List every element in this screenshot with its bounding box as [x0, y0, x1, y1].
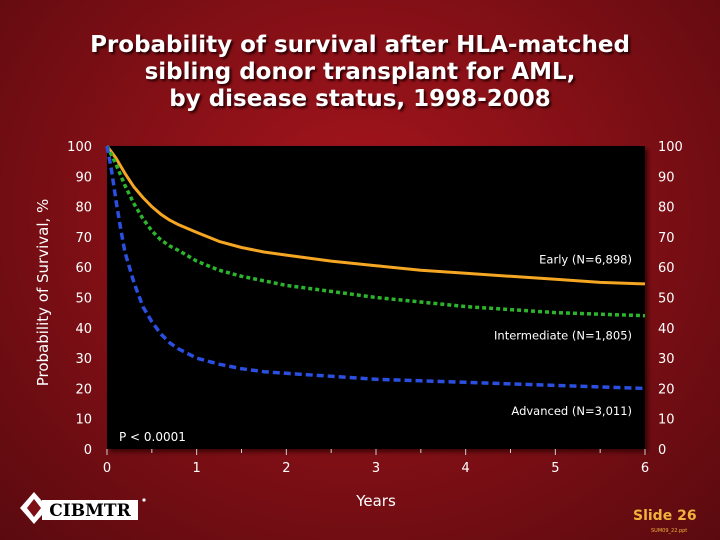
title-line-2: sibling donor transplant for AML,: [144, 59, 576, 85]
y-tick-right-0: 0: [658, 443, 666, 458]
series-label-early: Early (N=6,898): [539, 253, 632, 267]
cibmtr-logo: CIBMTR: [20, 492, 146, 524]
y-tick-left-70: 70: [75, 231, 92, 246]
y-tick-left-100: 100: [67, 140, 92, 155]
x-axis-label: Years: [355, 492, 396, 510]
x-tick-2: 2: [282, 461, 290, 476]
series-line-early: [105, 145, 646, 286]
y-axis-label: Probability of Survival, %: [34, 199, 52, 387]
slide-number: Slide 26: [633, 508, 697, 524]
title-line-1: Probability of survival after HLA-matche…: [90, 32, 630, 58]
series-line-intermediate: [105, 145, 646, 318]
y-tick-right-40: 40: [658, 322, 675, 337]
y-tick-left-60: 60: [75, 261, 92, 276]
title-line-3: by disease status, 1998-2008: [169, 86, 551, 112]
x-tick-5: 5: [551, 461, 559, 476]
file-code: SUM09_22.ppt: [651, 528, 688, 534]
y-tick-left-0: 0: [84, 443, 92, 458]
slide-title: Probability of survival after HLA-matche…: [0, 32, 720, 113]
x-tick-0: 0: [103, 461, 111, 476]
series-label-intermediate: Intermediate (N=1,805): [494, 328, 632, 342]
series-layer: [105, 145, 646, 391]
y-tick-left-90: 90: [75, 170, 92, 185]
y-tick-left-10: 10: [75, 413, 92, 428]
y-tick-left-80: 80: [75, 201, 92, 216]
y-tick-right-60: 60: [658, 261, 675, 276]
y-tick-right-10: 10: [658, 413, 675, 428]
y-tick-left-20: 20: [75, 382, 92, 397]
y-tick-right-90: 90: [658, 170, 675, 185]
y-tick-right-20: 20: [658, 382, 675, 397]
y-tick-left-50: 50: [75, 292, 92, 307]
y-axis-right: 0 10 20 30 40 50 60 70 80 90 100: [658, 140, 683, 458]
x-tick-1: 1: [193, 461, 201, 476]
y-tick-right-30: 30: [658, 352, 675, 367]
x-tick-6: 6: [641, 461, 649, 476]
plot-area: [107, 146, 645, 449]
x-axis: 0 1 2 3 4 5 6: [103, 449, 649, 476]
series-line-advanced: [105, 145, 646, 391]
labels-layer: Early (N=6,898) Intermediate (N=1,805) Adv…: [494, 253, 632, 419]
p-value-annotation: P < 0.0001: [119, 430, 186, 444]
y-tick-left-40: 40: [75, 322, 92, 337]
y-tick-right-100: 100: [658, 140, 683, 155]
x-tick-3: 3: [372, 461, 380, 476]
y-tick-right-70: 70: [658, 231, 675, 246]
y-tick-right-80: 80: [658, 201, 675, 216]
series-label-advanced: Advanced (N=3,011): [511, 404, 632, 418]
y-tick-right-50: 50: [658, 292, 675, 307]
y-axis-left: 0 10 20 30 40 50 60 70 80 90 100: [67, 140, 92, 458]
logo-text: CIBMTR: [49, 501, 131, 521]
x-tick-4: 4: [462, 461, 470, 476]
y-tick-left-30: 30: [75, 352, 92, 367]
